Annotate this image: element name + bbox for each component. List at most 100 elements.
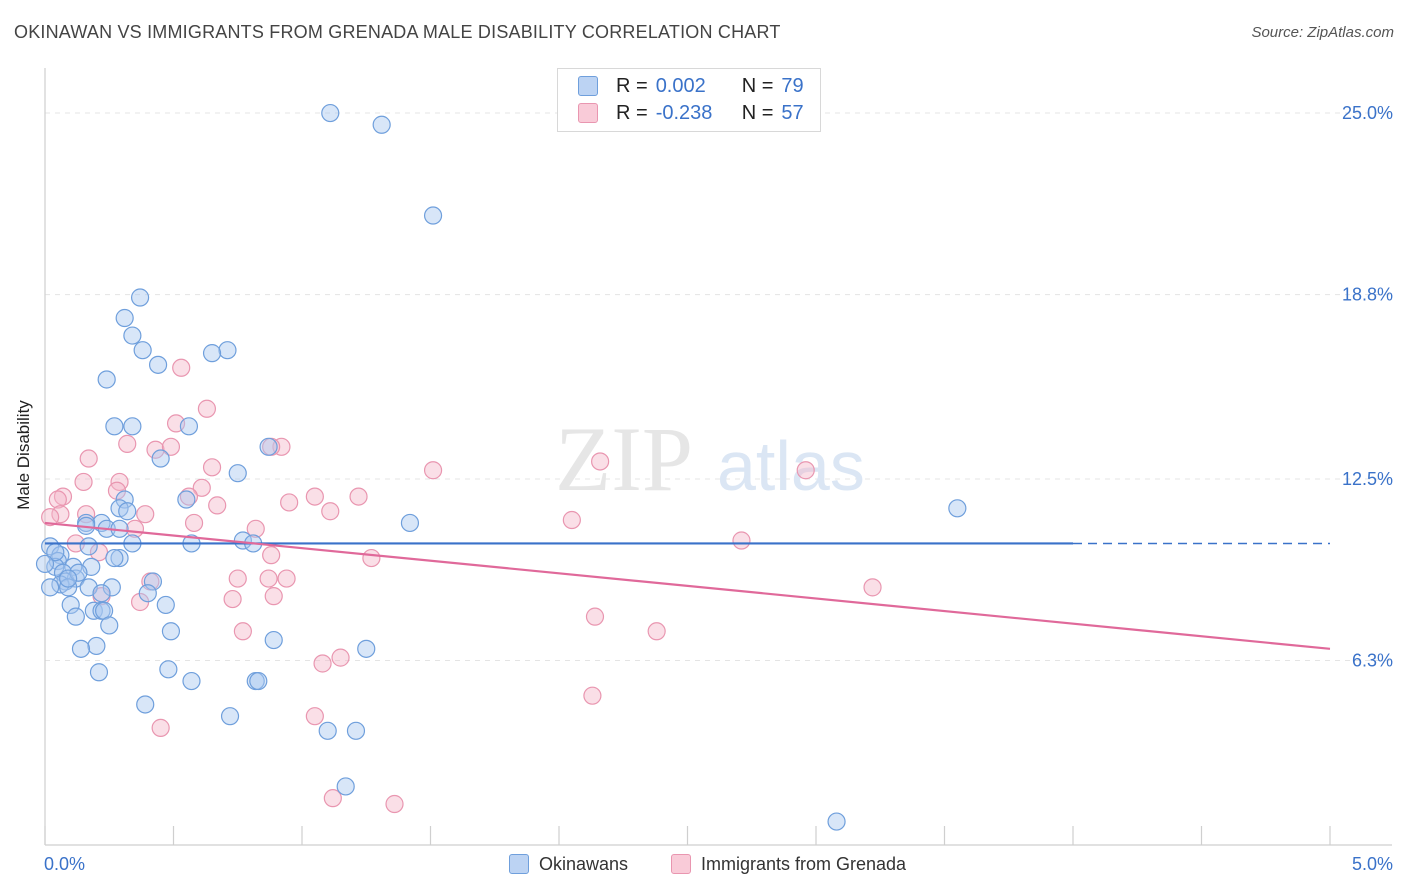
watermark-zip: ZIP [555, 408, 693, 510]
okinawan-point [115, 490, 134, 509]
okinawan-point [346, 721, 366, 740]
grenada-point [305, 707, 324, 726]
grenada-point [583, 686, 602, 705]
grenada-point [184, 513, 204, 533]
grenada-point [732, 531, 751, 550]
grenada-point [349, 487, 368, 506]
r-value: 0.002 [655, 74, 706, 97]
okinawan-point [66, 607, 85, 626]
grenada-point [79, 449, 98, 468]
okinawan-point [177, 490, 196, 509]
grenada-point [136, 505, 155, 524]
trend-lines [44, 521, 1331, 650]
okinawan-point [948, 499, 967, 518]
grenada-point [53, 487, 73, 506]
okinawan-point [423, 206, 443, 225]
grenada-point [362, 548, 381, 568]
okinawan-point [259, 437, 278, 456]
okinawan-point [218, 341, 237, 360]
okinawan-point [321, 103, 340, 123]
okinawan-point [159, 660, 178, 679]
grenada-point [277, 569, 296, 588]
okinawan-point [151, 449, 170, 468]
okinawan-point [64, 557, 83, 576]
okinawan-point [264, 630, 283, 650]
grenada-point [647, 622, 666, 641]
grenada-point [41, 507, 60, 527]
grenada-legend-swatch [671, 854, 691, 874]
r-label: R = [616, 74, 648, 97]
grenada-point [151, 718, 170, 737]
okinawan-point [827, 812, 846, 831]
grenada-point [202, 458, 222, 477]
grenada-trend-line [44, 521, 1331, 650]
okinawan-point [105, 548, 124, 568]
okinawan-point [400, 513, 420, 533]
n-value: 57 [781, 101, 804, 124]
okinawan-point [35, 554, 55, 574]
grenada-point [48, 490, 67, 509]
okinawan-point [87, 636, 106, 656]
okinawan-point [372, 115, 391, 134]
okinawan-point [102, 578, 121, 597]
grenada-point [233, 622, 252, 641]
grenada-point [246, 519, 265, 538]
okinawan-point [110, 548, 129, 568]
okinawan-point [318, 721, 337, 740]
okinawan-point [161, 622, 181, 641]
okinawan-point [133, 341, 152, 360]
y-tick-label: 6.3% [1352, 651, 1393, 671]
grenada-point [272, 437, 291, 456]
okinawan-point [220, 707, 240, 726]
okinawan-point [61, 595, 80, 615]
grenada-point [264, 587, 283, 606]
grenada-point [146, 440, 165, 459]
grenada-point [585, 607, 605, 626]
legend-row-grenada: R = -0.238 N = 57 [578, 101, 804, 125]
okinawan-point [357, 639, 376, 658]
okinawan-point [79, 537, 98, 556]
watermark: ZIP atlas [555, 408, 865, 510]
okinawan-point [179, 417, 199, 436]
okinawan-point [136, 695, 155, 714]
grenada-point [863, 578, 882, 597]
okinawan-point [130, 288, 150, 307]
grenada-point [161, 437, 181, 456]
okinawan-point [115, 308, 134, 328]
grenada-point [331, 648, 350, 667]
grenada-point [423, 461, 443, 480]
grenada-point [208, 496, 227, 515]
grenada-point [313, 654, 332, 673]
grenada-point [259, 569, 278, 588]
grenada-point [323, 789, 342, 808]
okinawan-point [89, 663, 109, 682]
legend-item-okinawans[interactable]: Okinawans [509, 852, 628, 876]
y-tick-label: 25.0% [1342, 103, 1393, 123]
okinawan-point [249, 671, 268, 691]
okinawan-point [71, 639, 91, 658]
okinawan-point [138, 584, 157, 603]
grenada-point [321, 502, 340, 521]
okinawan-point [100, 616, 119, 635]
okinawan-point [41, 578, 60, 597]
y-axis-label: Male Disability [14, 400, 33, 510]
stats-legend: R = 0.002 N = 79 R = -0.238 N = 57 [557, 68, 821, 132]
okinawan-point [69, 563, 88, 582]
grenada-point [228, 569, 247, 588]
n-value: 79 [781, 74, 804, 97]
okinawan-point [202, 344, 222, 363]
grenada-point [223, 589, 242, 609]
okinawans-legend-swatch [509, 854, 529, 874]
okinawans-legend-label: Okinawans [539, 853, 629, 874]
watermark-atlas: atlas [717, 427, 865, 505]
grenada-swatch [578, 103, 598, 123]
legend-item-grenada[interactable]: Immigrants from Grenada [671, 852, 906, 876]
n-label: N = [741, 74, 774, 97]
r-label: R = [616, 101, 648, 124]
okinawan-point [97, 370, 116, 389]
grenada-point [562, 510, 581, 530]
okinawan-point [92, 584, 111, 603]
legend-row-okinawans: R = 0.002 N = 79 [578, 74, 804, 98]
grenada-point [305, 487, 324, 506]
